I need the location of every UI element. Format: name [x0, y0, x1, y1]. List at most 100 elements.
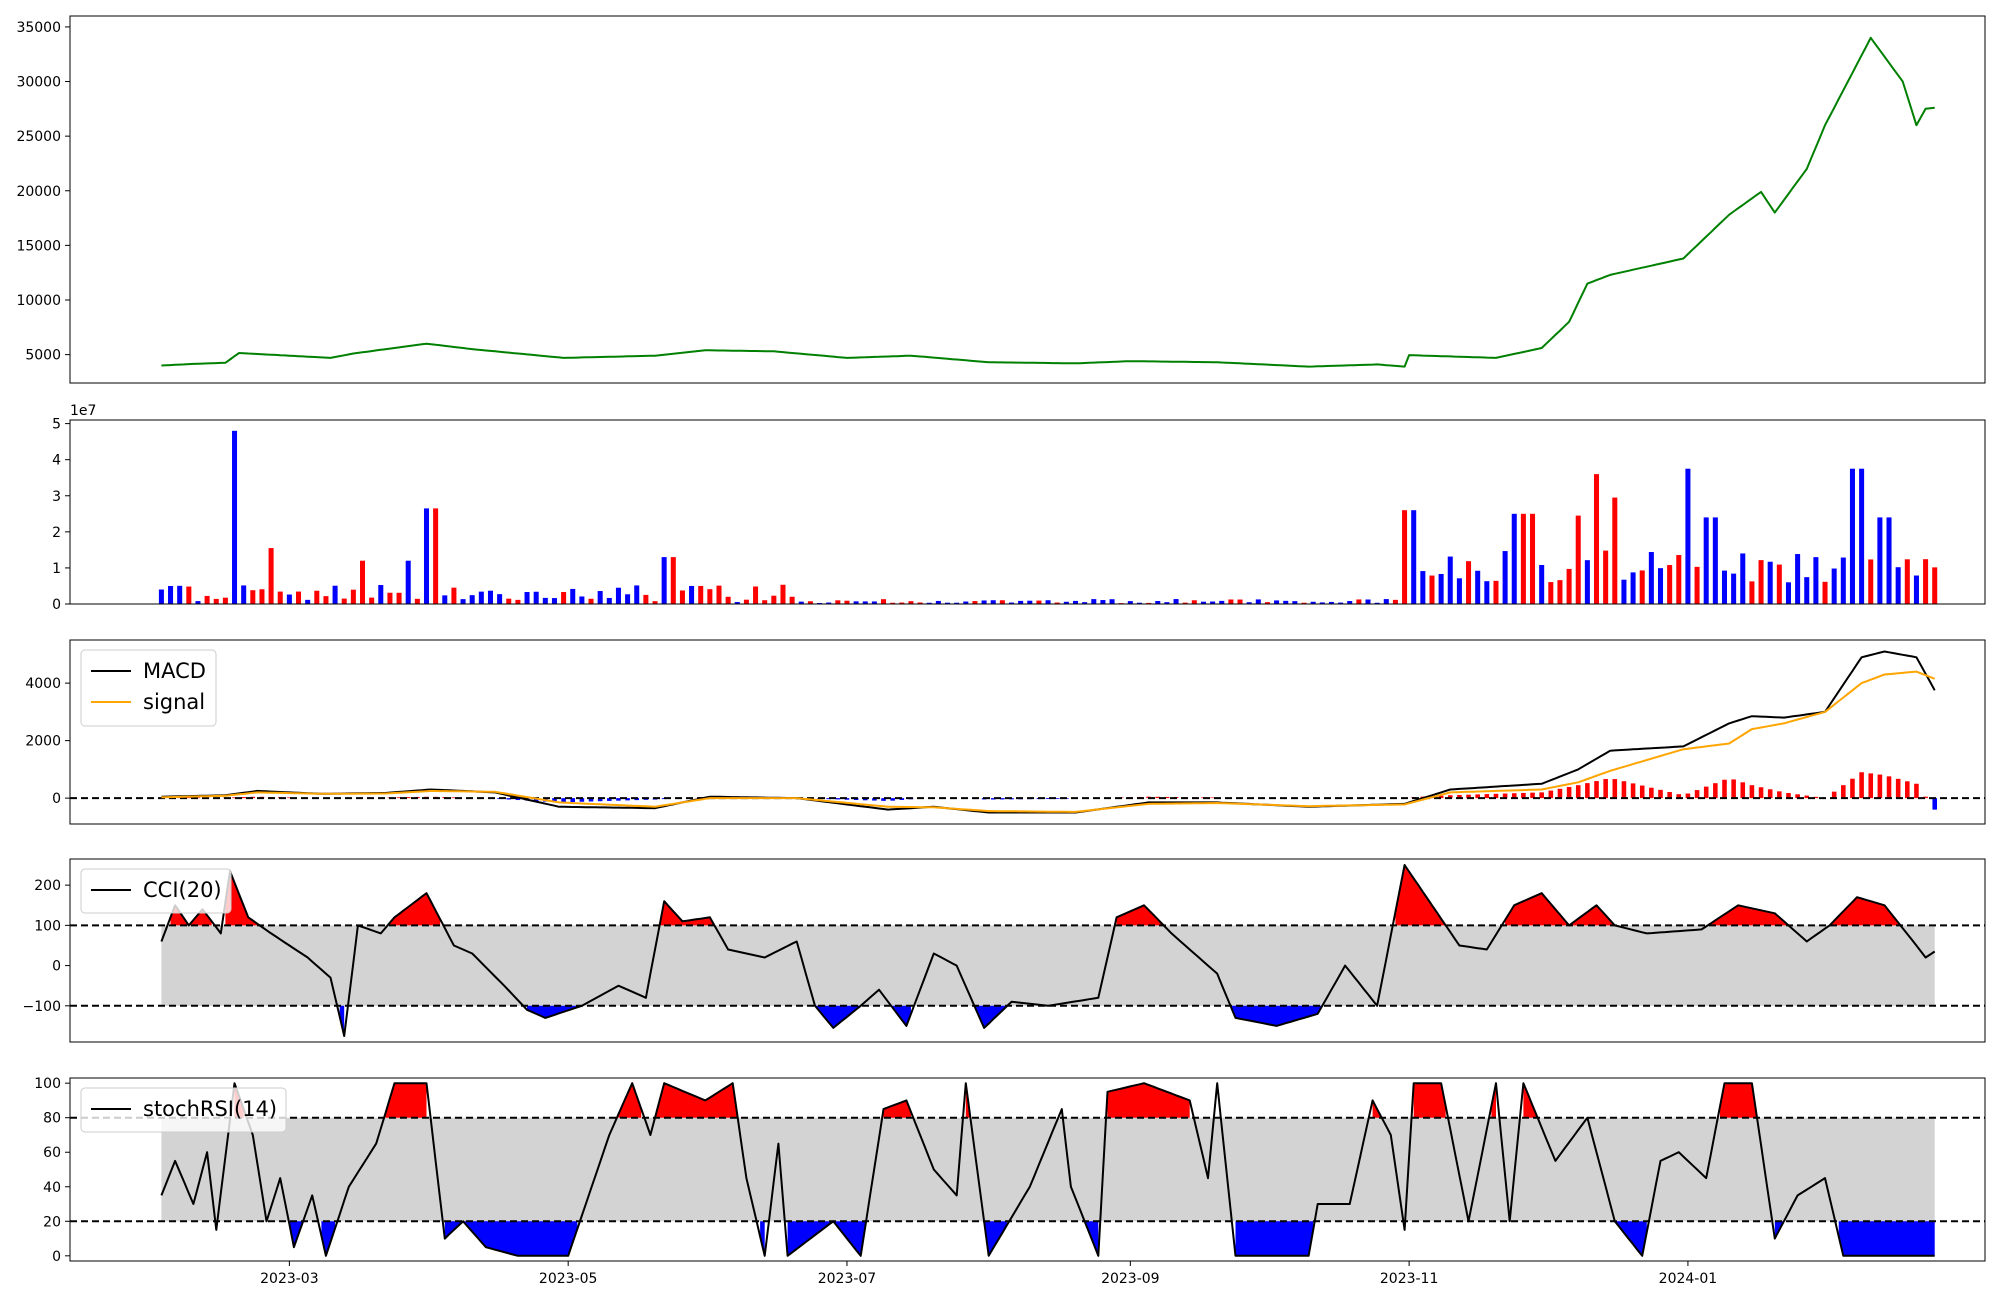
- volume-bar: [305, 599, 311, 604]
- volume-bar: [716, 585, 722, 604]
- volume-bar: [414, 598, 420, 604]
- macd-histogram-bar: [597, 798, 603, 802]
- macd-histogram-bar: [1923, 796, 1928, 799]
- volume-bar: [1447, 556, 1453, 604]
- macd-histogram-bar: [1786, 793, 1791, 799]
- x-tick-label: 2023-09: [1101, 1271, 1160, 1287]
- volume-bar: [1566, 568, 1572, 604]
- volume-bar: [771, 595, 777, 604]
- volume-bar: [844, 600, 850, 604]
- volume-bar: [1877, 517, 1883, 604]
- macd-histogram-bar: [515, 798, 521, 801]
- stochrsi-oversold-fill: [1084, 1221, 1099, 1256]
- macd-histogram-bar: [890, 798, 895, 801]
- volume-bar: [1100, 600, 1106, 604]
- cci-line: [160, 864, 1936, 1037]
- macd-histogram-bar: [826, 798, 831, 800]
- macd-histogram-bar: [990, 798, 996, 800]
- volume-bar: [935, 600, 941, 604]
- volume-bar: [1657, 568, 1664, 604]
- volume-bar: [1008, 602, 1015, 604]
- volume-bar: [1530, 513, 1536, 604]
- cci-overbought-fill: [170, 905, 212, 926]
- volume-bar: [1063, 601, 1069, 604]
- macd-histogram-bar: [1767, 789, 1773, 799]
- volume-bar: [1831, 568, 1837, 604]
- stochrsi-overbought-fill: [1719, 1083, 1757, 1118]
- volume-bar: [798, 601, 804, 604]
- volume-bar: [954, 602, 960, 604]
- signal-line: [161, 670, 1936, 813]
- macd-histogram-bar: [1685, 793, 1691, 799]
- macd-histogram-bar: [1895, 778, 1901, 799]
- volume-bar: [881, 599, 887, 604]
- macd-histogram-bar: [1667, 792, 1672, 799]
- volume-bar: [460, 599, 466, 604]
- volume-bar: [679, 590, 685, 604]
- volume-bar: [826, 602, 832, 604]
- volume-bar: [350, 589, 356, 604]
- cci-panel-ytick-label: −100: [23, 999, 61, 1015]
- macd-histogram-bar: [1466, 794, 1471, 799]
- macd-histogram-bar: [1054, 798, 1060, 799]
- volume-bar: [634, 585, 640, 604]
- volume-bar: [323, 596, 329, 604]
- macd-histogram-bar: [1511, 793, 1517, 799]
- volume-bar: [917, 602, 923, 604]
- stochrsi-oversold-fill: [1235, 1221, 1314, 1256]
- volume-bar: [259, 589, 265, 604]
- macd-histogram-bar: [570, 798, 576, 803]
- volume-bar: [1200, 601, 1206, 604]
- stochrsi-legend-box: [80, 1087, 287, 1133]
- volume-bar: [1776, 564, 1782, 604]
- volume-bar: [1813, 557, 1819, 604]
- cci-overbought-fill: [1116, 905, 1163, 926]
- volume-bar: [1109, 599, 1115, 604]
- volume-bar: [1319, 602, 1325, 604]
- volume-bar: [1438, 573, 1444, 604]
- volume-bar: [332, 585, 338, 604]
- volume-bar: [177, 585, 183, 604]
- volume-bar: [1840, 557, 1846, 604]
- stochrsi-overbought-fill: [1413, 1083, 1446, 1118]
- stochrsi-overbought-fill: [385, 1083, 427, 1118]
- volume-bar: [780, 584, 786, 604]
- macd-histogram-bar: [1493, 793, 1499, 799]
- volume-panel-ytick-label: 1: [52, 561, 61, 577]
- stochrsi-panel-ytick-label: 0: [52, 1249, 61, 1265]
- volume-bar: [643, 594, 649, 604]
- volume-bar: [286, 594, 292, 604]
- volume-bar: [533, 591, 539, 604]
- volume-panel-frame: [69, 419, 1986, 605]
- volume-bar: [1859, 468, 1865, 604]
- volume-bar: [899, 602, 905, 604]
- macd-panel-ytick-label: 4000: [25, 676, 61, 692]
- volume-panel-ytick-label: 5: [52, 417, 61, 433]
- volume-bar: [1045, 600, 1051, 604]
- macd-histogram-bar: [506, 798, 512, 800]
- macd-histogram-bar: [1000, 798, 1005, 800]
- stochrsi-panel-ytick-label: 80: [43, 1111, 61, 1127]
- volume-bar: [186, 586, 192, 604]
- cci-overbought-fill: [1505, 893, 1615, 926]
- macd-histogram-bar: [287, 797, 292, 799]
- price-line: [161, 36, 1935, 368]
- macd-histogram-bar: [1777, 791, 1782, 799]
- volume-bar: [405, 560, 411, 604]
- volume-bar: [707, 589, 713, 604]
- volume-bar: [926, 602, 932, 604]
- stochrsi-line: [160, 1082, 1935, 1257]
- volume-bar: [1785, 582, 1791, 604]
- volume-bar: [542, 597, 548, 604]
- macd-histogram-bar: [1749, 785, 1755, 799]
- volume-bar: [570, 588, 576, 604]
- volume-bar: [1054, 602, 1060, 604]
- volume-bar: [506, 598, 512, 604]
- macd-histogram-bar: [1868, 773, 1874, 799]
- macd-histogram-bar: [561, 798, 566, 803]
- macd-histogram-bar: [1539, 792, 1544, 799]
- price-panel-frame: [69, 15, 1986, 384]
- macd-histogram-bar: [862, 798, 868, 801]
- cci-band: [161, 925, 1935, 1006]
- volume-bar: [1795, 554, 1801, 604]
